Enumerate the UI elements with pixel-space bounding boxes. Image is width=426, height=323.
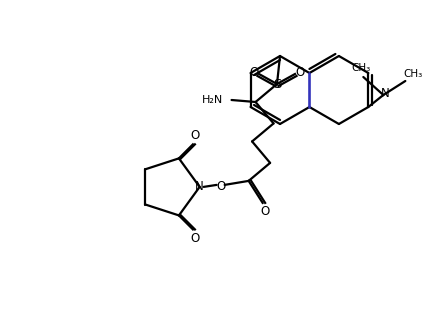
Text: CH₃: CH₃ <box>403 69 422 79</box>
Text: O: O <box>295 66 304 78</box>
Text: N: N <box>195 180 204 193</box>
Text: O: O <box>216 180 225 193</box>
Text: N: N <box>380 87 389 99</box>
Text: O: O <box>259 205 269 218</box>
Text: O: O <box>190 232 199 245</box>
Text: O: O <box>190 129 199 142</box>
Text: S: S <box>272 78 281 90</box>
Text: O: O <box>249 66 258 78</box>
Text: H₂N: H₂N <box>202 95 223 105</box>
Text: CH₃: CH₃ <box>351 63 370 73</box>
